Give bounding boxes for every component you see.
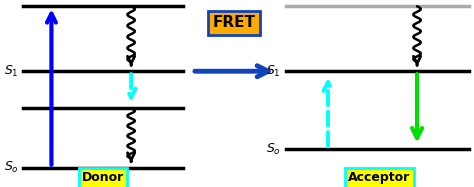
- Text: $S_o$: $S_o$: [4, 160, 18, 175]
- Text: $S_1$: $S_1$: [266, 64, 281, 79]
- Text: FRET: FRET: [213, 16, 256, 30]
- Text: $S_o$: $S_o$: [266, 142, 281, 157]
- Text: Donor: Donor: [82, 171, 124, 184]
- Text: $S_1$: $S_1$: [4, 64, 18, 79]
- Text: Acceptor: Acceptor: [348, 171, 410, 184]
